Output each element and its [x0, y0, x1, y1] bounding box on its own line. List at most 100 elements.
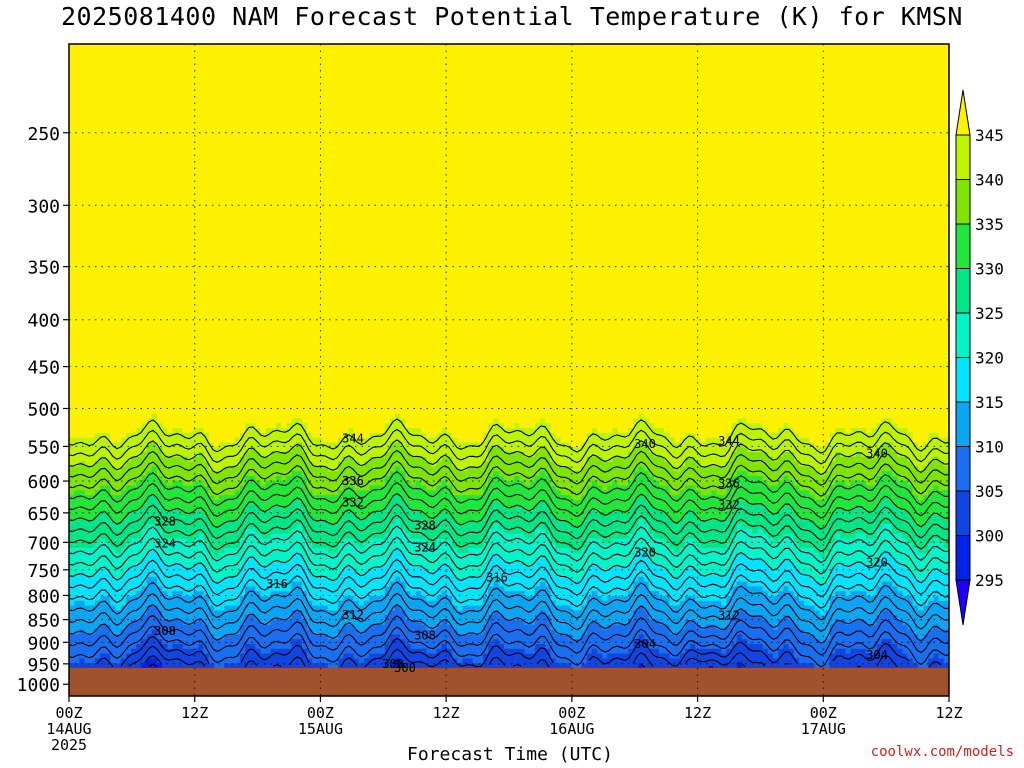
contour-label-336: 336 — [714, 474, 744, 490]
colorbar-segment-1 — [956, 180, 970, 225]
colorbar-arrow-bottom — [956, 580, 970, 625]
colorbar-label-320: 320 — [975, 349, 1004, 368]
colorbar-label-300: 300 — [975, 527, 1004, 546]
contour-label-text: 336 — [342, 474, 364, 488]
colorbar-label-305: 305 — [975, 482, 1004, 501]
contour-label-text: 312 — [718, 608, 740, 622]
contour-label-344: 344 — [338, 429, 368, 445]
x-tick-label-36-0: 12Z — [433, 704, 460, 722]
x-tick-label-12-0: 12Z — [181, 704, 208, 722]
contour-label-text: 340 — [866, 446, 888, 460]
colorbar-arrow-top — [956, 90, 970, 135]
contour-label-text: 344 — [718, 434, 740, 448]
colorbar-segment-4 — [956, 313, 970, 358]
contour-label-text: 332 — [718, 498, 740, 512]
colorbar-segment-7 — [956, 447, 970, 492]
y-tick-label-750: 750 — [27, 561, 60, 582]
x-tick-label-48-1: 16AUG — [549, 720, 594, 738]
contour-label-312: 312 — [338, 606, 368, 622]
colorbar-label-330: 330 — [975, 260, 1004, 279]
contour-label-text: 308 — [414, 629, 436, 643]
contour-label-text: 328 — [414, 519, 436, 533]
y-tick-label-600: 600 — [27, 472, 60, 493]
y-tick-label-800: 800 — [27, 586, 60, 607]
colorbar-label-325: 325 — [975, 304, 1004, 323]
colorbar-label-335: 335 — [975, 215, 1004, 234]
contour-label-332: 332 — [714, 496, 744, 512]
contour-label-312: 312 — [714, 606, 744, 622]
contour-label-324: 324 — [150, 535, 180, 551]
contour-label-308: 308 — [150, 622, 180, 638]
contour-label-text: 316 — [266, 577, 288, 591]
contour-label-text: 344 — [342, 431, 364, 445]
contour-label-text: 308 — [154, 624, 176, 638]
contour-label-text: 328 — [154, 515, 176, 529]
contour-label-324: 324 — [410, 539, 440, 555]
colorbar-segment-3 — [956, 269, 970, 314]
y-tick-label-700: 700 — [27, 533, 60, 554]
colorbar: 345 340 335 330 325 320 315 310 305 300 295 — [956, 90, 1004, 625]
x-axis-title: Forecast Time (UTC) — [280, 744, 740, 765]
contour-label-text: 324 — [414, 541, 436, 555]
contour-label-text: 332 — [342, 496, 364, 510]
colorbar-segment-8 — [956, 491, 970, 536]
contour-label-316: 316 — [482, 569, 512, 585]
contour-label-text: 304 — [634, 637, 656, 651]
colorbar-segment-0 — [956, 135, 970, 180]
contour-label-text: 316 — [486, 571, 508, 585]
colorbar-label-340: 340 — [975, 171, 1004, 190]
y-tick-label-500: 500 — [27, 400, 60, 421]
x-tick-label-84-0: 12Z — [935, 704, 962, 722]
contour-label-320: 320 — [862, 554, 892, 570]
contour-label-text: 324 — [154, 537, 176, 551]
x-tick-label-72-1: 17AUG — [801, 720, 846, 738]
colorbar-label-345: 345 — [975, 126, 1004, 145]
contour-label-316: 316 — [262, 575, 292, 591]
x-tick-label-60-0: 12Z — [684, 704, 711, 722]
y-tick-label-850: 850 — [27, 611, 60, 632]
colorbar-label-315: 315 — [975, 393, 1004, 412]
contour-label-304: 304 — [630, 635, 660, 651]
y-tick-label-350: 350 — [27, 258, 60, 279]
contour-label-text: 340 — [634, 437, 656, 451]
ground-band-fill — [69, 668, 949, 696]
colorbar-segment-6 — [956, 402, 970, 447]
y-tick-label-650: 650 — [27, 504, 60, 525]
contour-label-340: 340 — [862, 444, 892, 460]
y-tick-label-1000: 1000 — [17, 675, 60, 696]
contour-label-328: 328 — [150, 513, 180, 529]
y-tick-label-550: 550 — [27, 437, 60, 458]
contour-label-text: 336 — [718, 476, 740, 490]
y-tick-label-900: 900 — [27, 633, 60, 654]
y-tick-label-400: 400 — [27, 311, 60, 332]
contour-label-text: 312 — [342, 608, 364, 622]
contour-label-328: 328 — [410, 517, 440, 533]
contour-label-text: 320 — [866, 556, 888, 570]
contour-label-332: 332 — [338, 494, 368, 510]
x-tick-label-0-2: 2025 — [51, 736, 87, 754]
y-tick-label-250: 250 — [27, 124, 60, 145]
ground-band — [69, 668, 949, 696]
x-tick-label-24-1: 15AUG — [298, 720, 343, 738]
contour-label-text: 300 — [382, 657, 404, 671]
contour-label-336: 336 — [338, 472, 368, 488]
y-tick-label-450: 450 — [27, 358, 60, 379]
colorbar-segment-9 — [956, 536, 970, 581]
contour-label-320: 320 — [630, 543, 660, 559]
colorbar-segment-5 — [956, 358, 970, 403]
colorbar-label-310: 310 — [975, 438, 1004, 457]
contour-label-304: 304 — [862, 646, 892, 662]
credit-text: coolwx.com/models — [871, 744, 1014, 760]
contour-label-300: 300 — [378, 655, 408, 671]
y-tick-label-300: 300 — [27, 196, 60, 217]
contour-label-text: 304 — [866, 648, 888, 662]
contour-label-344: 344 — [714, 432, 744, 448]
contour-label-308: 308 — [410, 627, 440, 643]
y-axis: 2503003504004505005506006507007508008509… — [17, 124, 69, 696]
colorbar-segment-2 — [956, 224, 970, 269]
colorbar-label-295: 295 — [975, 571, 1004, 590]
y-tick-label-950: 950 — [27, 655, 60, 676]
contour-label-text: 320 — [634, 545, 656, 559]
contour-label-340: 340 — [630, 435, 660, 451]
